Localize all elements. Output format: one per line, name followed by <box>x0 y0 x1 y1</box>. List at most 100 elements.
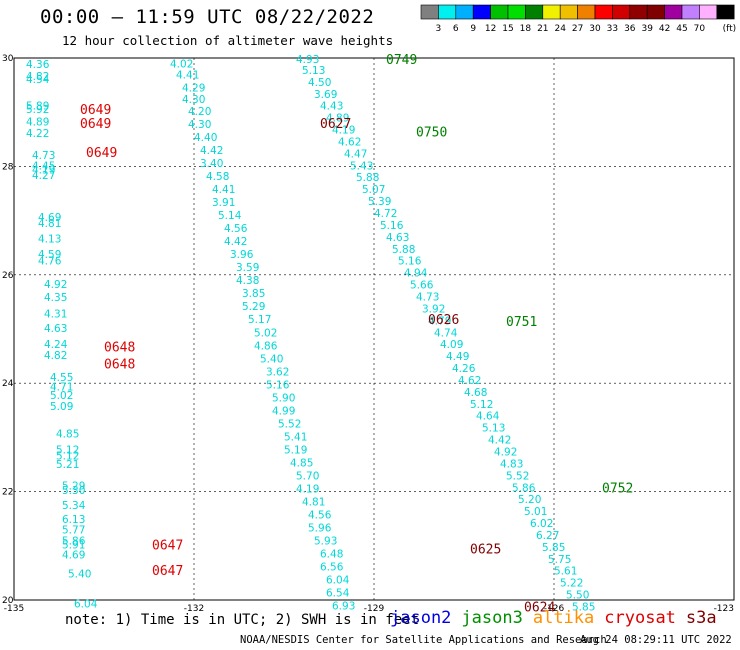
wave-height-point: 4.49 <box>446 351 469 363</box>
wave-height-point: 4.62 <box>338 136 361 148</box>
wave-height-point: 4.27 <box>32 170 55 182</box>
wave-height-point: 5.19 <box>284 444 307 456</box>
y-tick-label: 24 <box>2 379 14 389</box>
wave-height-point: 5.14 <box>218 210 242 222</box>
wave-height-point: 5.90 <box>272 392 295 404</box>
color-scale-label: 70 <box>694 24 706 34</box>
color-scale-unit: (ft) <box>723 24 737 34</box>
wave-height-point: 5.09 <box>50 401 73 413</box>
wave-height-point: 5.52 <box>506 470 529 482</box>
satellite-legend-item: jason3 <box>461 608 523 628</box>
wave-height-point: 5.12 <box>56 444 79 456</box>
satellite-legend-item: jason2 <box>390 608 452 628</box>
wave-height-point: 6.27 <box>536 530 559 542</box>
wave-height-point: 4.58 <box>206 171 229 183</box>
wave-height-point: 5.43 <box>350 160 373 172</box>
wave-height-point: 4.83 <box>500 458 523 470</box>
wave-height-point: 4.13 <box>38 233 61 245</box>
wave-height-point: 4.20 <box>188 106 211 118</box>
wave-height-point: 4.76 <box>38 256 62 268</box>
wave-height-point: 5.88 <box>392 244 415 256</box>
time-label: 0749 <box>386 53 417 68</box>
wave-height-point: 4.85 <box>290 457 313 469</box>
time-label: 0626 <box>428 313 459 328</box>
wave-height-point: 5.77 <box>62 525 85 537</box>
wave-height-point: 4.22 <box>26 128 49 140</box>
color-scale-label: 9 <box>470 24 476 34</box>
wave-height-point: 4.55 <box>50 372 73 384</box>
wave-height-point: 4.38 <box>236 275 259 287</box>
wave-height-point: 4.19 <box>296 483 319 495</box>
wave-height-point: 4.19 <box>332 125 355 137</box>
time-label: 0627 <box>320 117 351 132</box>
color-scale-label: 33 <box>607 24 618 34</box>
wave-height-point: 4.29 <box>182 82 205 94</box>
wave-height-point: 4.41 <box>212 184 235 196</box>
wave-height-point: 4.79 <box>428 315 451 327</box>
wave-height-point: 4.73 <box>32 150 55 162</box>
wave-height-point: 6.56 <box>320 561 344 573</box>
wave-height-point: 5.40 <box>68 568 91 580</box>
chart-title: 00:00 – 11:59 UTC 08/22/2022 <box>40 6 375 28</box>
wave-height-point: 4.30 <box>182 94 205 106</box>
wave-height-point: 6.54 <box>326 587 350 599</box>
time-label: 0648 <box>104 358 135 373</box>
time-label: 0647 <box>152 564 183 579</box>
wave-height-point: 5.13 <box>482 423 505 435</box>
wave-height-point: 4.72 <box>374 208 397 220</box>
wave-height-point: 4.73 <box>416 291 439 303</box>
wave-height-point: 6.04 <box>326 574 350 586</box>
footer-note: note: 1) Time is in UTC; 2) SWH is in fe… <box>65 612 420 628</box>
wave-height-point: 4.94 <box>404 268 428 280</box>
wave-height-point: 3.85 <box>242 288 265 300</box>
wave-height-point: 5.66 <box>410 280 434 292</box>
wave-height-point: 5.93 <box>314 535 337 547</box>
time-label: 0647 <box>152 539 183 554</box>
wave-height-point: 4.63 <box>386 232 409 244</box>
wave-height-point: 5.17 <box>248 314 271 326</box>
wave-height-point: 4.82 <box>26 71 49 83</box>
wave-height-point: 5.16 <box>398 256 422 268</box>
wave-height-point: 5.02 <box>50 390 73 402</box>
wave-height-point: 4.69 <box>62 549 85 561</box>
wave-height-point: 4.47 <box>344 148 367 160</box>
wave-height-point: 3.59 <box>236 262 259 274</box>
wave-height-point: 4.81 <box>38 218 61 230</box>
x-tick-label: -135 <box>4 604 24 614</box>
wave-height-point: 4.02 <box>170 58 193 70</box>
wave-height-point: 5.20 <box>518 494 541 506</box>
generated-timestamp: Aug 24 08:29:11 UTC 2022 <box>580 634 732 646</box>
wave-height-point: 5.52 <box>278 418 301 430</box>
color-scale-label: 6 <box>453 24 459 34</box>
wave-height-point: 4.19 <box>32 165 55 177</box>
wave-height-point: 4.71 <box>50 381 73 393</box>
wave-height-point: 4.56 <box>224 223 248 235</box>
wave-height-point: 3.40 <box>200 158 223 170</box>
x-tick-label: -132 <box>184 604 204 614</box>
wave-height-point: 4.35 <box>44 292 67 304</box>
wave-height-point: 4.64 <box>476 411 500 423</box>
wave-height-point: 3.96 <box>230 249 254 261</box>
wave-height-point: 4.85 <box>56 429 79 441</box>
time-label: 0649 <box>80 117 111 132</box>
x-tick-label: -123 <box>714 604 734 614</box>
wave-height-point: 4.42 <box>224 236 247 248</box>
wave-height-point: 4.42 <box>200 145 223 157</box>
wave-height-point: 4.50 <box>308 77 331 89</box>
wave-height-point: 5.61 <box>554 566 577 578</box>
color-scale-label: 45 <box>676 24 687 34</box>
wave-height-point: 5.89 <box>26 101 49 113</box>
wave-height-point: 4.62 <box>458 375 481 387</box>
wave-height-point: 4.24 <box>44 339 68 351</box>
wave-height-point: 6.04 <box>74 598 98 610</box>
color-scale-label: 36 <box>624 24 636 34</box>
wave-height-point: 5.88 <box>356 172 379 184</box>
wave-height-point: 4.30 <box>188 119 211 131</box>
credit-text: NOAA/NESDIS Center for Satellite Applica… <box>240 634 607 646</box>
wave-height-point: 5.30 <box>62 485 85 497</box>
wave-height-point: 5.21 <box>56 459 79 471</box>
wave-height-point: 4.74 <box>434 327 458 339</box>
x-tick-label: -126 <box>544 604 565 614</box>
wave-height-point: 5.86 <box>512 482 536 494</box>
wave-height-point: 4.41 <box>176 69 199 81</box>
